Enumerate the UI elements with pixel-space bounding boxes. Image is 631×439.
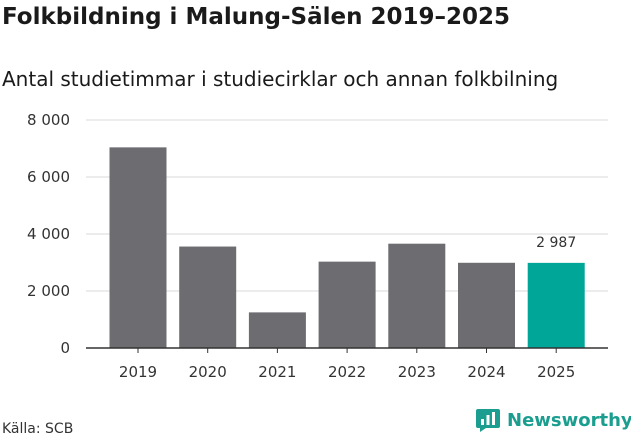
y-tick-label: 6 000 <box>27 168 70 186</box>
x-tick-label: 2021 <box>258 363 296 381</box>
bar <box>109 147 167 348</box>
bar <box>458 262 515 348</box>
y-tick-label: 8 000 <box>27 111 70 129</box>
bar <box>179 246 237 348</box>
x-tick-label: 2023 <box>398 363 436 381</box>
y-tick-label: 4 000 <box>27 225 70 243</box>
x-tick-label: 2020 <box>189 363 227 381</box>
x-tick-label: 2019 <box>119 363 157 381</box>
data-label: 2 987 <box>536 235 576 251</box>
x-tick-label: 2022 <box>328 363 366 381</box>
brand: Newsworthy <box>475 407 631 433</box>
source-label: Källa: SCB <box>2 421 74 437</box>
newsworthy-logo-icon <box>476 409 500 432</box>
chart-title: Folkbildning i Malung-Sälen 2019–2025 <box>2 4 510 30</box>
x-tick-label: 2025 <box>537 363 575 381</box>
bar <box>318 261 376 348</box>
bar <box>527 262 585 348</box>
x-tick-label: 2024 <box>467 363 505 381</box>
y-tick-label: 0 <box>60 339 70 357</box>
chart-subtitle: Antal studietimmar i studiecirklar och a… <box>2 67 559 91</box>
bar <box>388 243 446 348</box>
y-tick-label: 2 000 <box>27 282 70 300</box>
brand-name: Newsworthy <box>507 409 631 431</box>
bar-chart: 0 2 000 4 000 6 000 8 000 2019 2020 2021 2022 202… <box>27 111 608 381</box>
bar <box>248 312 306 348</box>
